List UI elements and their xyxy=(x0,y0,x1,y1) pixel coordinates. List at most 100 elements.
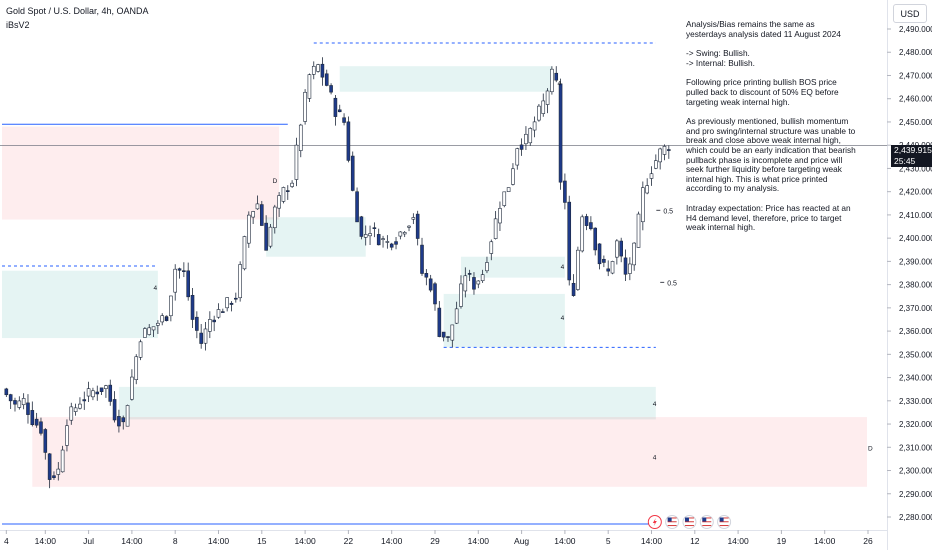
candle-body xyxy=(247,214,251,244)
candle-body xyxy=(463,275,468,292)
candle-body xyxy=(385,241,390,243)
note-paragraph: -> Swing: Bullish. -> Internal: Bullish. xyxy=(686,48,755,68)
demand-zone xyxy=(443,293,565,348)
x-tick-label: 14:00 xyxy=(468,536,490,546)
indicator-name[interactable]: iBsV2 xyxy=(6,20,30,30)
candle-body xyxy=(368,233,372,237)
y-tick-label: 2,350.000 xyxy=(899,350,932,359)
x-tick-label: 5 xyxy=(606,536,611,546)
zone-label: 4 xyxy=(561,264,565,271)
us-flag-icon[interactable] xyxy=(699,515,714,529)
candle-body xyxy=(407,225,411,228)
candle-body xyxy=(350,155,355,191)
y-tick-label: 2,460.000 xyxy=(899,95,932,104)
bar-countdown: 25:45 xyxy=(894,156,916,166)
flag-stripe xyxy=(719,517,729,519)
candle-body xyxy=(173,268,177,293)
candle-body xyxy=(576,249,580,290)
currency-button[interactable]: USD xyxy=(893,4,927,23)
demand-zone xyxy=(118,386,656,420)
time-axis[interactable]: 4 14:00 Jul 14:00 8 14:00 15 14:00 22 14:00 29 14:0… xyxy=(0,530,887,546)
zone-label: 4 xyxy=(558,80,562,87)
candle-body xyxy=(636,213,641,248)
candle-body xyxy=(519,144,524,150)
y-tick-label: 2,280.000 xyxy=(899,513,932,522)
supply-zone xyxy=(2,126,280,220)
flag-stripe xyxy=(702,519,712,521)
zone-label: 0 xyxy=(165,315,169,322)
note-paragraph: Analysis/Bias remains the same as yester… xyxy=(686,19,841,39)
candle-body xyxy=(234,297,238,300)
y-tick-label: 2,390.000 xyxy=(899,257,932,266)
x-tick-label: 14:00 xyxy=(208,536,230,546)
candle-body xyxy=(26,402,30,415)
candle-body xyxy=(420,244,424,274)
candle-body xyxy=(186,270,190,298)
candle-body xyxy=(584,216,589,226)
candle-body xyxy=(654,160,658,169)
candle-body xyxy=(493,218,498,239)
candle-body xyxy=(428,278,433,291)
candle-body xyxy=(324,73,329,86)
flag-stripe xyxy=(684,519,694,521)
candle-body xyxy=(17,400,22,408)
zone-labels: D 4 4 4 4 4 4 D 0 0.5 0.5 xyxy=(154,80,873,461)
candle-body xyxy=(255,203,260,210)
candle-body xyxy=(34,418,39,426)
x-tick-label: 12 xyxy=(690,536,700,546)
flag-stripe xyxy=(702,525,712,527)
candle-body xyxy=(264,222,268,251)
flag-canton xyxy=(702,517,707,522)
key-levels xyxy=(0,42,887,525)
candle-body xyxy=(208,319,212,332)
candle-body xyxy=(593,227,598,251)
candle-body xyxy=(251,211,255,218)
y-tick-label: 2,380.000 xyxy=(899,281,932,290)
candle-body xyxy=(329,85,333,93)
candle-body xyxy=(558,83,563,183)
candle-body xyxy=(108,384,113,402)
demand-zone xyxy=(266,217,366,257)
us-flag-icon[interactable] xyxy=(665,515,680,529)
x-tick-label: Jul xyxy=(83,536,94,546)
candle-body xyxy=(506,187,511,192)
flag-stripe xyxy=(684,523,694,525)
candle-body xyxy=(156,322,160,326)
candle-body xyxy=(195,316,199,331)
x-tick-label: 14:00 xyxy=(294,536,316,546)
price-axis-panel[interactable] xyxy=(887,0,932,550)
candle-body xyxy=(619,240,623,257)
zone-label: 4 xyxy=(561,315,565,322)
candle-body xyxy=(91,390,95,398)
us-flag-icon[interactable] xyxy=(682,515,697,529)
current-price: 2,439.915 xyxy=(894,145,932,155)
candle-body xyxy=(333,97,338,117)
x-tick-label: 19 xyxy=(777,536,787,546)
candle-body xyxy=(545,90,550,105)
candle-body xyxy=(641,187,645,223)
candle-body xyxy=(363,234,368,238)
event-icons[interactable] xyxy=(647,515,732,529)
candle-body xyxy=(610,261,615,274)
price-axis[interactable]: 2,280.000 2,290.000 2,300.000 2,310.000 2,32… xyxy=(887,0,932,550)
candle-body xyxy=(138,341,143,358)
candle-body xyxy=(528,128,533,144)
candle-body xyxy=(346,121,351,161)
candle-body xyxy=(307,74,312,99)
candle-body xyxy=(411,217,416,220)
candle-body xyxy=(480,274,485,282)
candle-body xyxy=(216,309,221,318)
us-flag-icon[interactable] xyxy=(717,515,732,529)
candle-body xyxy=(355,191,359,223)
candle-body xyxy=(229,302,234,305)
candle-body xyxy=(446,336,450,338)
flag-stripe xyxy=(702,517,712,519)
candle-body xyxy=(342,117,346,123)
candle-body xyxy=(277,195,281,209)
candle-body xyxy=(121,417,126,423)
y-tick-label: 2,290.000 xyxy=(899,490,932,499)
x-tick-label: 14:00 xyxy=(381,536,403,546)
candle-body xyxy=(623,257,628,275)
candle-body xyxy=(112,399,117,421)
